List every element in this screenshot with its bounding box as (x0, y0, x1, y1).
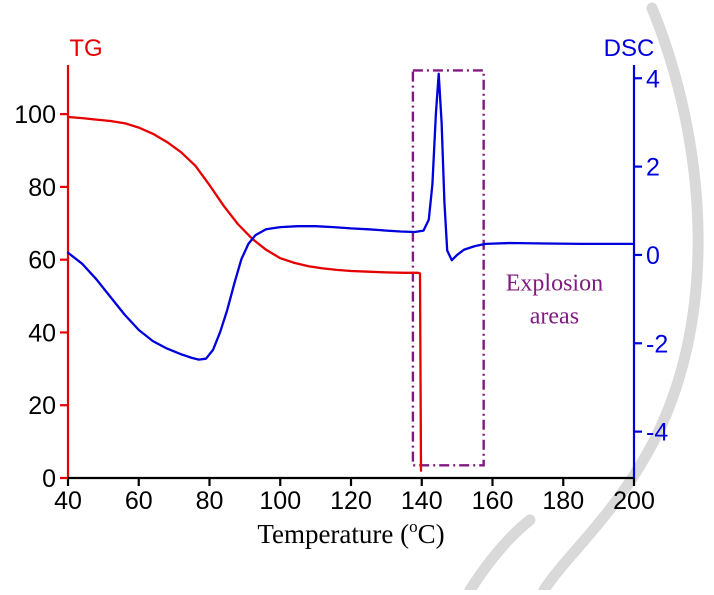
explosion-areas-label: Explosion (506, 271, 603, 297)
x-tick-label: 80 (196, 487, 224, 515)
y-left-tick-label: 0 (42, 465, 56, 493)
explosion-areas-label: areas (530, 303, 579, 329)
x-tick-label: 140 (401, 487, 443, 515)
y-right-tick-label: 0 (646, 242, 660, 270)
x-tick-label: 180 (542, 487, 584, 515)
y-left-tick-label: 20 (28, 392, 56, 420)
explosion-area-box (411, 69, 485, 467)
y-left-tick-label: 60 (28, 247, 56, 275)
x-tick-label: 120 (330, 487, 372, 515)
watermark-curve (538, 2, 704, 595)
y-left-tick-label: 80 (28, 174, 56, 202)
dsc-curve (66, 72, 636, 361)
y-right-tick-label: -4 (646, 419, 668, 447)
x-tick-label: 100 (259, 487, 301, 515)
dsc-axis-label: DSC (604, 35, 655, 62)
y-right-tick-label: -2 (646, 330, 668, 358)
x-tick-label: 160 (472, 487, 514, 515)
y-right-tick-label: 2 (646, 154, 660, 182)
x-tick-label: 60 (125, 487, 153, 515)
y-right-tick-label: 4 (646, 65, 660, 93)
y-left-tick-label: 100 (14, 101, 56, 129)
y-left-tick-label: 40 (28, 319, 56, 347)
watermark-curve-small (464, 514, 536, 595)
tg-axis-label: TG (69, 35, 102, 62)
x-tick-label: 40 (54, 487, 82, 515)
x-axis-title: Temperature (oC) (257, 517, 444, 549)
x-tick-label: 200 (613, 487, 655, 515)
